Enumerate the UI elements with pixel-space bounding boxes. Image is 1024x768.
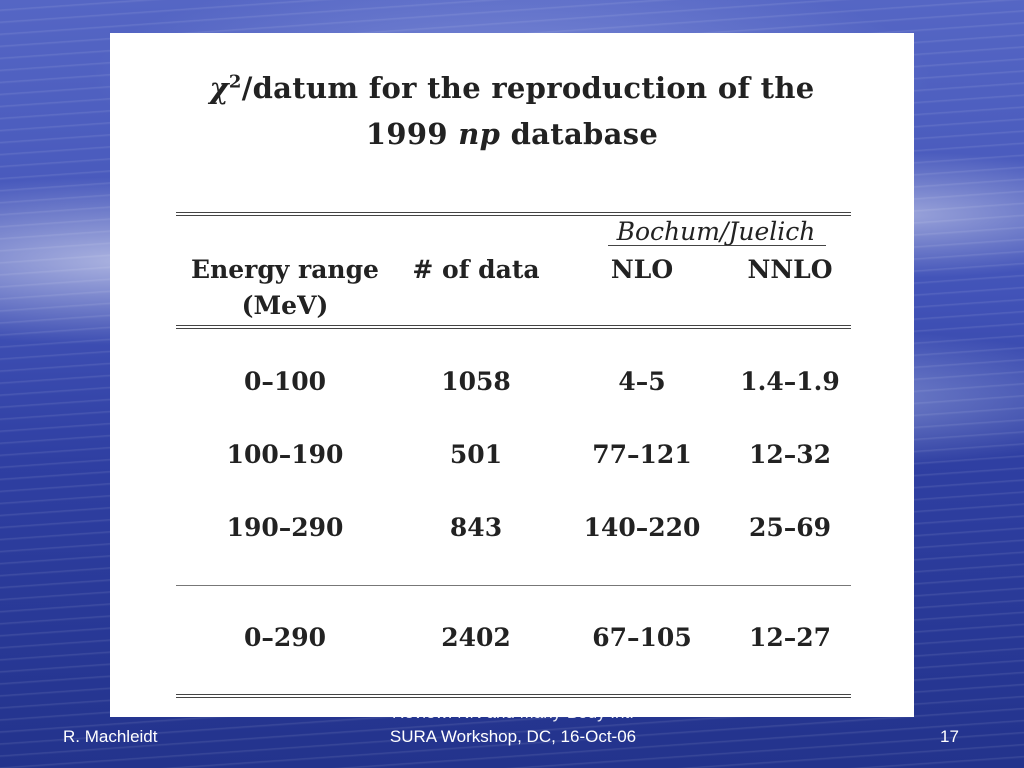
group-label: Bochum/Juelich — [616, 217, 816, 246]
row2-nnlo: 12–32 — [748, 440, 832, 469]
header-data: # of data — [412, 255, 540, 284]
row2-nlo: 77–121 — [592, 440, 692, 469]
total-nnlo: 12–27 — [748, 623, 832, 652]
slide-title-line1: χ2/datum for the reproduction of the — [110, 71, 914, 105]
header-energy: Energy range — [191, 255, 379, 284]
row2-data: 501 — [449, 440, 503, 469]
row1-energy: 0–100 — [243, 367, 327, 396]
row1-nlo: 4–5 — [618, 367, 666, 396]
total-energy: 0–290 — [243, 623, 327, 652]
slide-title-line2: 1999 np database — [110, 117, 914, 151]
header-nlo: NLO — [610, 255, 674, 284]
content-card: χ2/datum for the reproduction of the 199… — [110, 33, 914, 717]
table-bottom-rule-1 — [176, 694, 851, 695]
row2-energy: 100–190 — [226, 440, 344, 469]
row3-nnlo: 25–69 — [748, 513, 832, 542]
header-rule-2 — [176, 328, 851, 329]
header-energy-unit: (MeV) — [241, 291, 329, 320]
footer-author: R. Machleidt — [63, 727, 158, 746]
row3-nlo: 140–220 — [583, 513, 701, 542]
row3-energy: 190–290 — [226, 513, 344, 542]
table-bottom-rule-2 — [176, 697, 851, 698]
table-top-rule-1 — [176, 212, 851, 213]
footer-event-line1: Review: NN and Many-Body Int. — [392, 703, 634, 722]
chi-symbol: χ — [209, 71, 229, 105]
title-superscript: 2 — [228, 71, 242, 93]
footer-page-number: 17 — [940, 727, 959, 746]
title-np: np — [458, 117, 501, 151]
row1-data: 1058 — [441, 367, 511, 396]
footer-event-line2: SURA Workshop, DC, 16-Oct-06 — [389, 727, 637, 746]
header-rule-1 — [176, 325, 851, 326]
table-top-rule-2 — [176, 215, 851, 216]
title-line1-text: /datum for the reproduction of the — [241, 71, 815, 105]
total-nlo: 67–105 — [592, 623, 692, 652]
total-data: 2402 — [441, 623, 511, 652]
row1-nnlo: 1.4–1.9 — [740, 367, 840, 396]
title-year: 1999 — [365, 117, 459, 151]
group-rule — [608, 245, 826, 246]
title-line2-text: database — [500, 117, 659, 151]
header-nnlo: NNLO — [747, 255, 833, 284]
row3-data: 843 — [449, 513, 503, 542]
total-rule — [176, 585, 851, 586]
